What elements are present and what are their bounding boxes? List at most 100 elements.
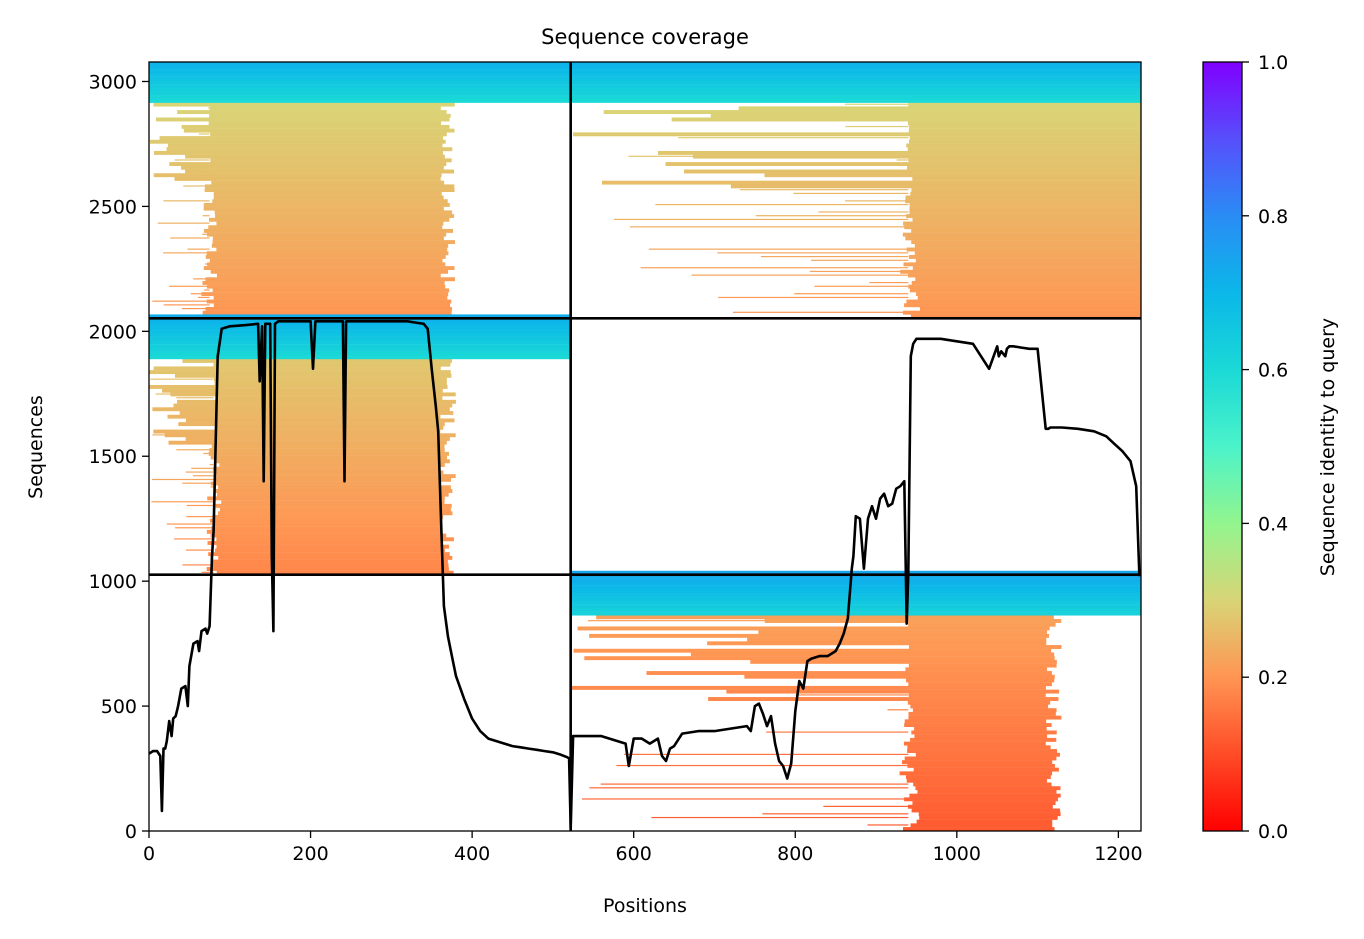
msa-block-chain2-chain1	[149, 314, 571, 575]
colorbar-tick-label: 0.8	[1258, 206, 1288, 228]
msa-row	[149, 95, 571, 100]
msa-row	[209, 106, 441, 111]
msa-row	[570, 80, 1141, 85]
msa-row-extension	[869, 281, 909, 284]
msa-row	[149, 72, 571, 77]
msa-row	[910, 314, 1141, 319]
msa-row	[211, 180, 445, 185]
msa-row	[153, 429, 441, 434]
msa-row	[209, 448, 445, 453]
msa-row	[149, 340, 571, 345]
msa-row-extension	[629, 226, 909, 228]
msa-row-extension	[170, 237, 210, 239]
msa-block-chain3-chain2	[570, 570, 1141, 831]
msa-row	[206, 567, 449, 571]
msa-row	[909, 288, 1141, 293]
msa-row	[909, 124, 1141, 129]
msa-row-extension	[739, 189, 909, 191]
msa-row-extension	[186, 504, 214, 507]
msa-row	[915, 752, 1060, 757]
msa-row	[584, 656, 1055, 661]
msa-row	[589, 633, 1050, 638]
msa-row	[209, 217, 450, 222]
msa-row-extension	[192, 475, 214, 477]
msa-row	[747, 637, 1047, 642]
msa-row	[758, 630, 1047, 635]
msa-row	[210, 455, 448, 460]
msa-row	[602, 180, 1141, 185]
msa-row	[213, 295, 448, 300]
msa-row	[149, 347, 571, 352]
msa-row	[912, 801, 1056, 805]
msa-row	[905, 667, 1048, 672]
msa-row-extension	[186, 549, 214, 551]
msa-row	[149, 76, 571, 81]
msa-row	[155, 117, 450, 122]
msa-row	[209, 258, 443, 263]
msa-row-extension	[847, 118, 909, 120]
msa-row	[904, 797, 1058, 802]
msa-row	[208, 121, 442, 126]
msa-row	[570, 581, 1141, 586]
msa-row-extension	[163, 252, 210, 254]
msa-row-extension	[582, 798, 909, 800]
msa-row-extension	[793, 111, 909, 113]
msa-row	[658, 150, 1141, 155]
msa-row-extension	[858, 698, 909, 700]
coverage-line	[148, 320, 1141, 830]
msa-row	[911, 240, 1141, 245]
msa-row	[912, 217, 1141, 222]
msa-row	[205, 306, 452, 311]
msa-row	[919, 306, 1141, 311]
chart-title: Sequence coverage	[541, 25, 749, 49]
msa-row	[181, 124, 450, 129]
msa-row-extension	[889, 660, 909, 663]
msa-row	[202, 280, 445, 285]
msa-row	[915, 277, 1141, 282]
msa-row	[174, 176, 441, 181]
msa-row-extension	[203, 374, 214, 377]
msa-row	[570, 607, 1141, 612]
x-tick-label: 1200	[1094, 843, 1142, 865]
msa-row	[570, 95, 1141, 100]
msa-row-extension	[203, 452, 214, 455]
msa-row	[570, 585, 1141, 590]
msa-row	[207, 262, 446, 267]
msa-row	[216, 474, 456, 479]
msa-row	[207, 232, 447, 237]
msa-row	[221, 500, 445, 505]
msa-row	[216, 544, 450, 549]
msa-row-extension	[152, 434, 214, 436]
msa-blocks	[149, 62, 1141, 831]
msa-row	[684, 169, 1141, 174]
x-tick-label: 200	[292, 843, 328, 865]
msa-row	[904, 719, 1047, 724]
msa-row	[212, 288, 450, 293]
msa-row	[905, 775, 1051, 779]
msa-row-extension	[179, 177, 210, 180]
msa-row	[209, 113, 451, 118]
msa-row	[211, 526, 442, 531]
msa-row	[176, 399, 456, 404]
msa-row-extension	[210, 486, 214, 488]
msa-row	[210, 533, 447, 538]
msa-row-extension	[176, 449, 214, 451]
msa-row	[205, 277, 455, 282]
msa-row	[206, 284, 446, 289]
msa-row	[213, 377, 447, 382]
msa-row	[910, 191, 1141, 196]
msa-row	[216, 537, 454, 542]
msa-row	[164, 433, 456, 438]
msa-row	[907, 745, 1051, 750]
msa-row	[174, 373, 452, 378]
msa-row-extension	[174, 538, 214, 540]
plot-frame	[148, 61, 1142, 832]
msa-row	[570, 611, 1141, 616]
msa-row-extension	[718, 296, 909, 299]
msa-row	[908, 284, 1141, 289]
msa-row	[210, 481, 441, 486]
msa-row-extension	[624, 753, 909, 755]
msa-row	[570, 570, 1141, 575]
msa-row	[906, 247, 1141, 252]
msa-row	[916, 819, 1053, 824]
